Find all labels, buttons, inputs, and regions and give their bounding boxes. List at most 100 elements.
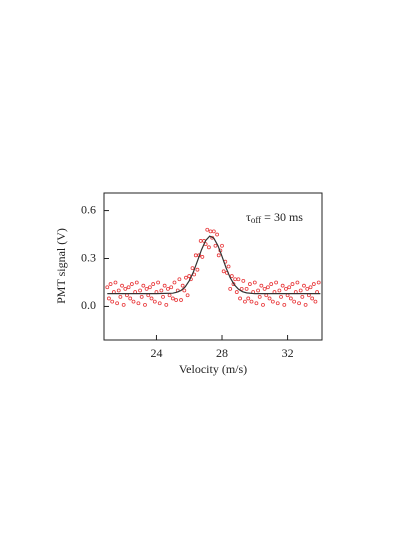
data-point [261, 302, 265, 307]
data-point [143, 302, 147, 307]
data-point [284, 286, 288, 291]
data-point [108, 282, 113, 286]
data-point [136, 301, 141, 306]
data-point [302, 283, 306, 288]
data-point [123, 286, 128, 291]
data-point [221, 269, 226, 274]
data-point [193, 253, 198, 258]
data-point [226, 264, 231, 269]
data-point [274, 280, 279, 285]
data-point [213, 243, 218, 248]
data-point [239, 286, 244, 291]
data-point [170, 296, 175, 301]
data-point [297, 301, 301, 306]
data-point [157, 301, 162, 306]
data-point [172, 280, 177, 285]
data-point [134, 280, 139, 285]
data-point [180, 283, 185, 288]
data-point [174, 298, 179, 302]
data-point [277, 288, 282, 293]
data-point [138, 288, 142, 293]
data-point [190, 266, 195, 270]
data-point [295, 280, 300, 285]
data-point [131, 299, 136, 304]
y-tick-label: 0.6 [81, 202, 96, 216]
annotation-sub: off [251, 215, 261, 225]
data-point [161, 294, 165, 299]
data-point [316, 280, 321, 285]
data-point [247, 282, 252, 286]
data-point [179, 298, 183, 302]
data-point [298, 288, 303, 293]
data-point [200, 255, 205, 259]
data-point [249, 299, 254, 304]
data-point [290, 282, 295, 286]
data-point [152, 299, 157, 304]
data-point [105, 285, 110, 290]
data-point [241, 278, 246, 283]
data-point [266, 285, 270, 290]
x-tick-label: 32 [282, 346, 294, 360]
data-point [229, 274, 234, 278]
data-point [216, 253, 221, 258]
data-point [252, 280, 257, 285]
data-point [207, 245, 211, 250]
data-point [141, 283, 146, 288]
data-point [288, 296, 293, 301]
data-point [259, 283, 264, 288]
data-point [280, 283, 285, 288]
data-point [128, 296, 133, 301]
data-point [310, 296, 315, 301]
data-point [151, 282, 156, 286]
y-tick-label: 0.3 [81, 250, 96, 264]
data-point [129, 282, 134, 286]
data-point [220, 243, 224, 248]
data-point [292, 299, 297, 304]
data-point [215, 232, 219, 237]
data-point [118, 294, 123, 299]
data-point [110, 299, 115, 304]
data-point [159, 288, 164, 293]
data-point [121, 302, 126, 307]
data-point [269, 282, 274, 286]
annotation-text: = 30 ms [261, 210, 303, 224]
data-point [107, 296, 111, 301]
data-point [243, 299, 247, 304]
data-point [182, 288, 187, 293]
data-point [256, 288, 260, 293]
fit-line [107, 235, 321, 295]
data-point [126, 285, 131, 290]
data-point [236, 277, 241, 282]
data-point [233, 277, 238, 282]
data-point [208, 229, 213, 234]
x-tick-label: 24 [150, 346, 162, 360]
data-point [167, 293, 172, 298]
data-point [313, 299, 318, 304]
plot-frame [103, 192, 323, 341]
data-point [164, 302, 169, 307]
y-tick-label: 0.0 [81, 298, 96, 312]
data-point [257, 294, 262, 299]
x-tick-label: 28 [216, 346, 228, 360]
data-point [195, 267, 200, 272]
x-axis-label: Velocity (m/s) [179, 362, 247, 376]
data-point [113, 280, 118, 285]
data-point [177, 277, 182, 282]
data-point [120, 283, 124, 288]
data-point [184, 275, 188, 280]
data-point [116, 288, 121, 293]
data-point [115, 301, 120, 306]
data-point [162, 283, 167, 288]
data-point [279, 294, 283, 299]
data-point [275, 301, 280, 306]
data-point [198, 239, 203, 243]
data-point [234, 290, 239, 294]
data-point [254, 301, 259, 306]
data-point [166, 286, 170, 291]
data-point [147, 285, 152, 290]
data-point [205, 227, 210, 232]
data-point [211, 229, 216, 234]
data-point [185, 293, 190, 298]
data-point [246, 296, 251, 301]
